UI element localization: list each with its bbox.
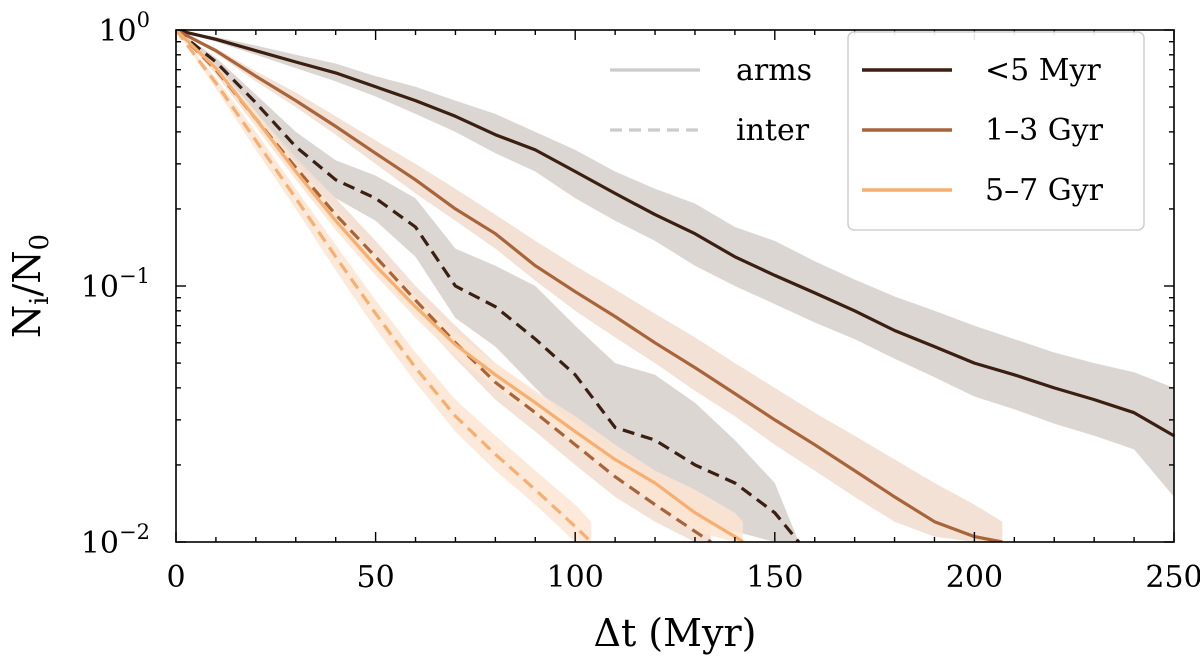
legend-age-groups: <5 Myr 1–3 Gyr 5–7 Gyr xyxy=(847,31,1145,231)
axis-ticks xyxy=(175,29,1175,543)
legend-line-style: arms inter xyxy=(610,53,812,148)
band-5-7-gyr-inter xyxy=(176,30,592,542)
legend-label-inter: inter xyxy=(736,113,810,148)
y-tick-label: 100 xyxy=(98,8,150,49)
legend-label-arms: arms xyxy=(736,53,812,88)
y-tick-labels: 100 10−1 10−2 xyxy=(81,8,150,561)
line-5-7-gyr-inter xyxy=(176,30,593,542)
y-tick-label: 10−2 xyxy=(81,520,150,561)
series-lines xyxy=(176,30,1174,542)
x-tick-labels: 0 50 100 150 200 250 xyxy=(166,560,1200,595)
x-tick-label: 0 xyxy=(166,560,185,595)
x-axis-label: Δt (Myr) xyxy=(594,611,757,655)
y-tick-label: 10−1 xyxy=(81,264,150,305)
legend-age-label: 1–3 Gyr xyxy=(985,113,1104,148)
legend-age-frame xyxy=(847,31,1145,231)
plot-frame xyxy=(175,29,1175,543)
x-tick-label: 250 xyxy=(1145,560,1200,595)
x-tick-label: 150 xyxy=(746,560,803,595)
line-1-3-gyr-arms xyxy=(176,30,1003,542)
band-5-7-gyr-arms xyxy=(176,30,743,542)
line--5-myr-arms xyxy=(176,30,1174,438)
line--5-myr-inter xyxy=(176,30,801,542)
y-axis-label: Ni/N0 xyxy=(5,234,55,338)
x-tick-label: 200 xyxy=(946,560,1003,595)
x-tick-label: 50 xyxy=(357,560,395,595)
band--5-myr-inter xyxy=(176,30,799,542)
line-5-7-gyr-arms xyxy=(176,30,744,542)
legend-age-label: <5 Myr xyxy=(985,53,1101,88)
x-tick-label: 100 xyxy=(547,560,604,595)
legend-age-label: 5–7 Gyr xyxy=(985,173,1104,208)
